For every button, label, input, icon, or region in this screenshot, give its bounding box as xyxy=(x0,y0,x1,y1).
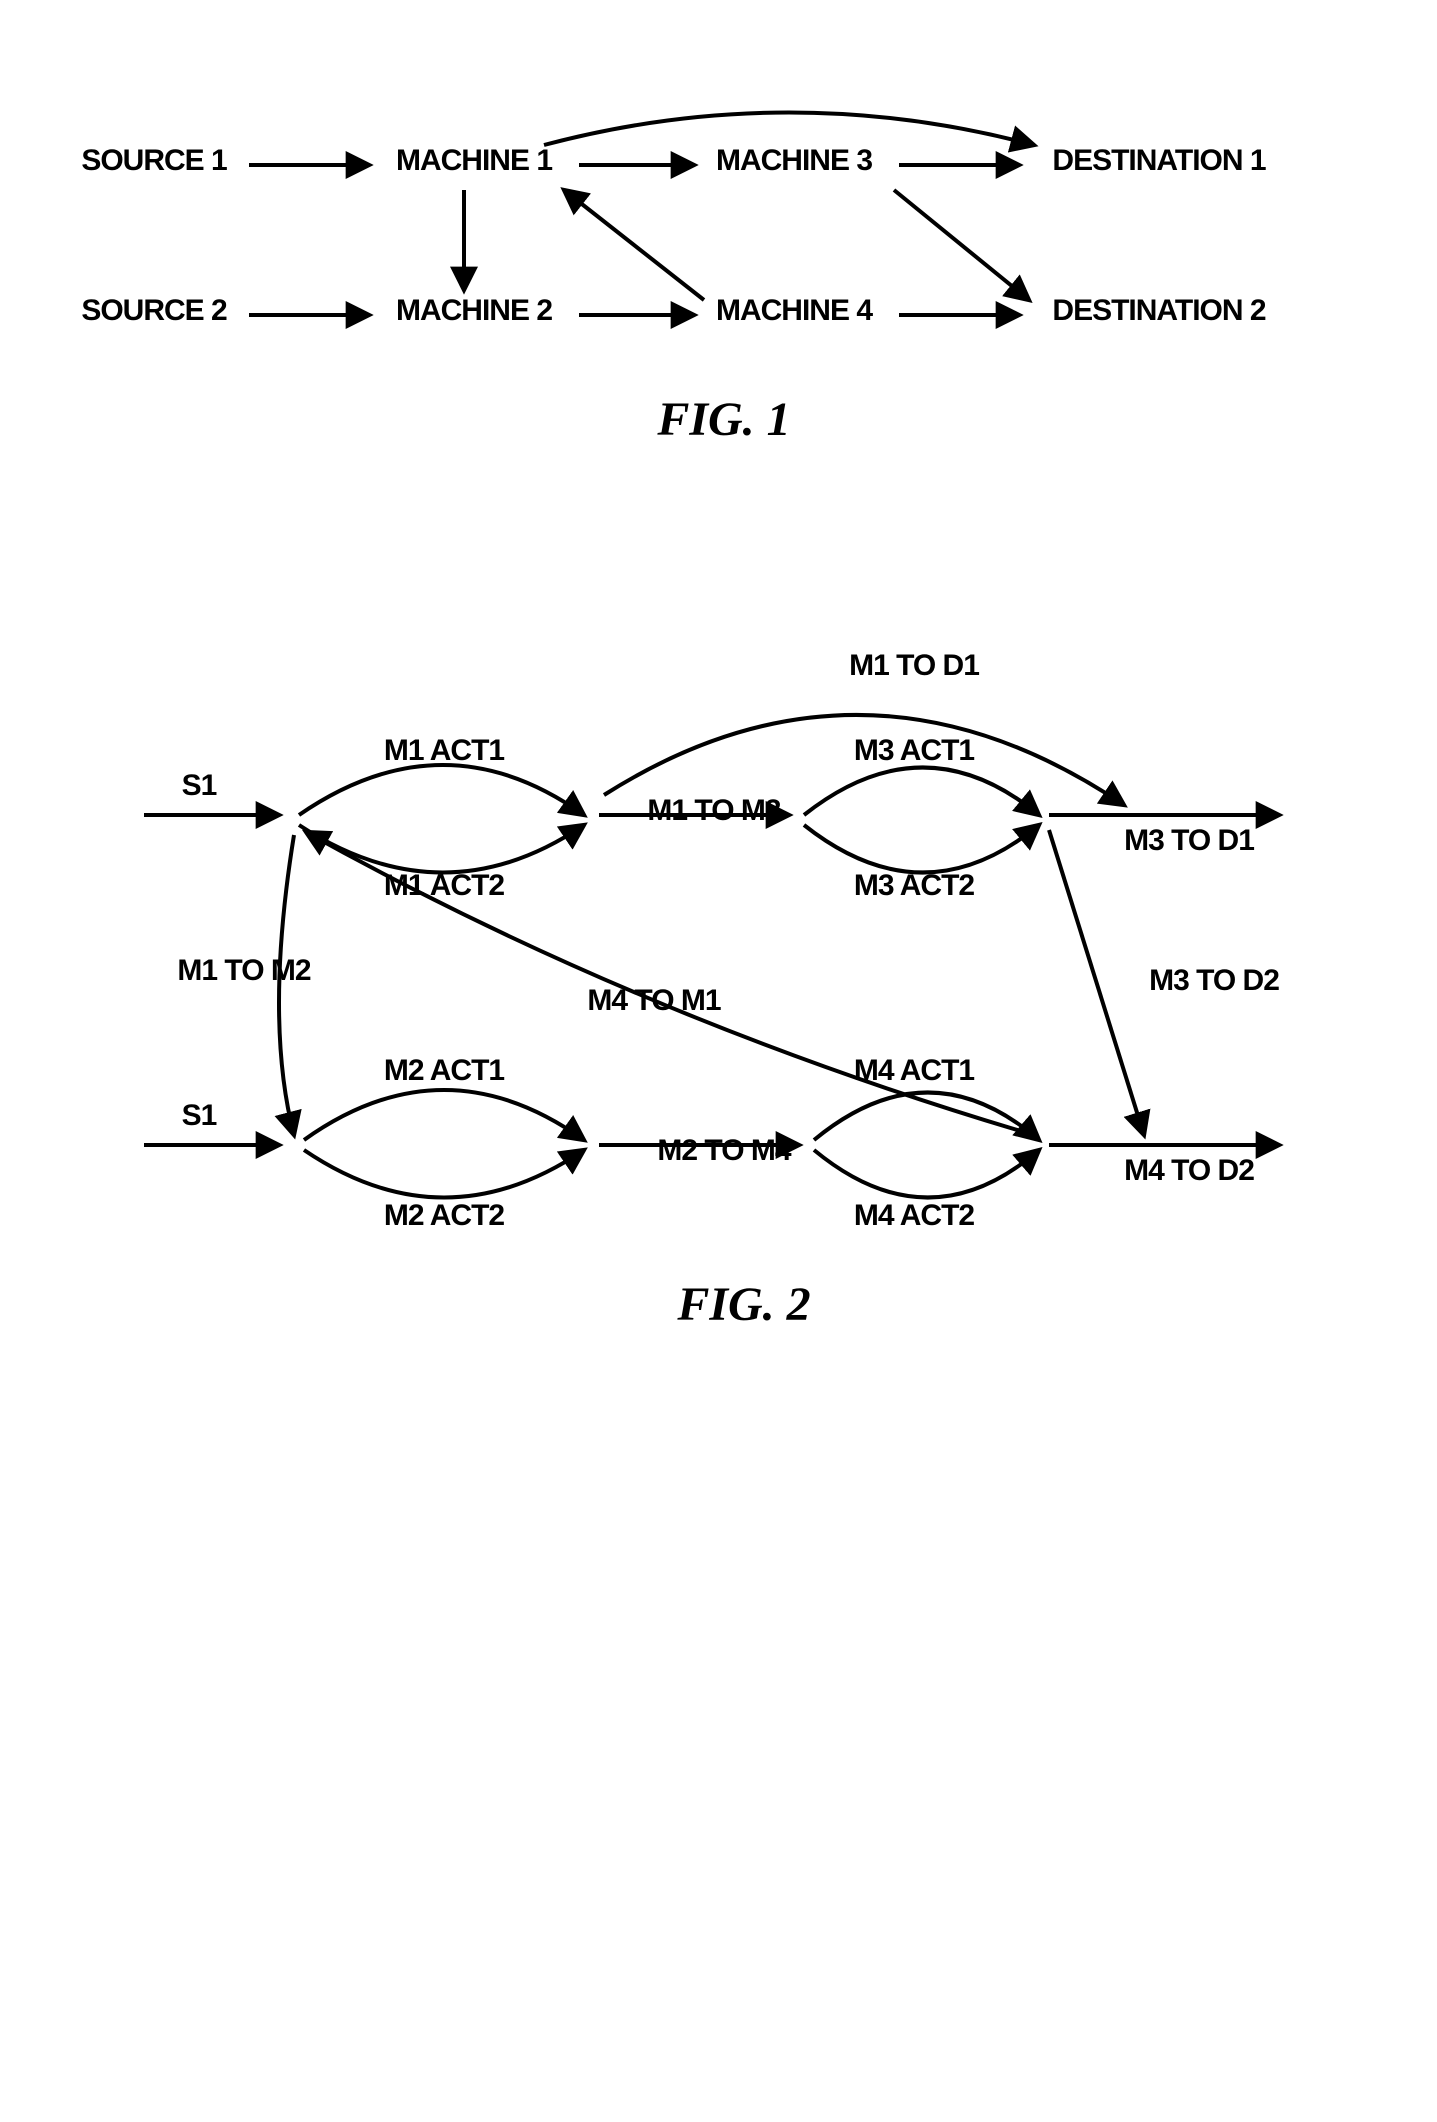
fig2-path-13 xyxy=(304,1150,584,1198)
figure-1-container: SOURCE 1 SOURCE 2 MACHINE 1 MACHINE 2 MACHIN… xyxy=(44,40,1394,460)
fig2-label-5: M3 ACT1 xyxy=(853,734,974,767)
fig2-label-0: S1 xyxy=(181,769,216,802)
figure-1-svg: SOURCE 1 SOURCE 2 MACHINE 1 MACHINE 2 MACHIN… xyxy=(44,40,1394,460)
edge-m1-d1 xyxy=(544,113,1034,146)
node-s2: SOURCE 2 xyxy=(81,294,227,327)
fig2-label-4: M1 TO M3 xyxy=(647,794,780,827)
node-s1: SOURCE 1 xyxy=(81,144,227,177)
fig2-label-12: M2 ACT1 xyxy=(383,1054,504,1087)
fig2-label-17: M4 TO D2 xyxy=(1124,1154,1254,1187)
fig2-label-13: M2 ACT2 xyxy=(383,1199,504,1232)
figure-2-container: S1 S1 M1 ACT1 M1 ACT2 M1 TO M3 M3 ACT1 M3 ACT2… xyxy=(44,620,1394,1340)
node-m1: MACHINE 1 xyxy=(395,144,551,177)
edge-m3-d2 xyxy=(894,190,1029,300)
node-d2: DESTINATION 2 xyxy=(1052,294,1265,327)
fig2-label-9: M3 TO D2 xyxy=(1149,964,1279,997)
figure-2-svg: S1 S1 M1 ACT1 M1 ACT2 M1 TO M3 M3 ACT1 M3 ACT2… xyxy=(44,620,1394,1340)
node-m2: MACHINE 2 xyxy=(395,294,551,327)
node-d1: DESTINATION 1 xyxy=(1052,144,1265,177)
edge-m4-m1 xyxy=(564,190,704,300)
figure-2-caption: FIG. 2 xyxy=(676,1278,810,1331)
fig2-label-14: M2 TO M4 xyxy=(657,1134,791,1167)
fig2-path-2 xyxy=(299,765,584,815)
fig2-label-16: M4 ACT2 xyxy=(853,1199,974,1232)
fig2-path-16 xyxy=(814,1150,1039,1198)
node-m4: MACHINE 4 xyxy=(715,294,872,327)
fig2-label-11: M4 TO M1 xyxy=(587,984,720,1017)
figure-1-caption: FIG. 1 xyxy=(656,393,790,446)
fig2-path-6 xyxy=(804,825,1039,873)
fig2-label-10: M1 TO M2 xyxy=(177,954,310,987)
fig2-label-2: M1 ACT1 xyxy=(383,734,504,767)
fig2-path-3 xyxy=(299,825,584,873)
fig2-label-3: M1 ACT2 xyxy=(383,869,504,902)
fig2-label-15: M4 ACT1 xyxy=(853,1054,974,1087)
figure-spacer xyxy=(40,460,1397,620)
fig2-label-7: M3 TO D1 xyxy=(1124,824,1254,857)
fig2-path-12 xyxy=(304,1090,584,1140)
node-m3: MACHINE 3 xyxy=(715,144,871,177)
fig2-path-9 xyxy=(1049,830,1144,1135)
fig2-label-8: M1 TO D1 xyxy=(849,649,979,682)
fig2-path-5 xyxy=(804,768,1039,816)
fig2-label-6: M3 ACT2 xyxy=(853,869,974,902)
fig2-label-1: S1 xyxy=(181,1099,216,1132)
